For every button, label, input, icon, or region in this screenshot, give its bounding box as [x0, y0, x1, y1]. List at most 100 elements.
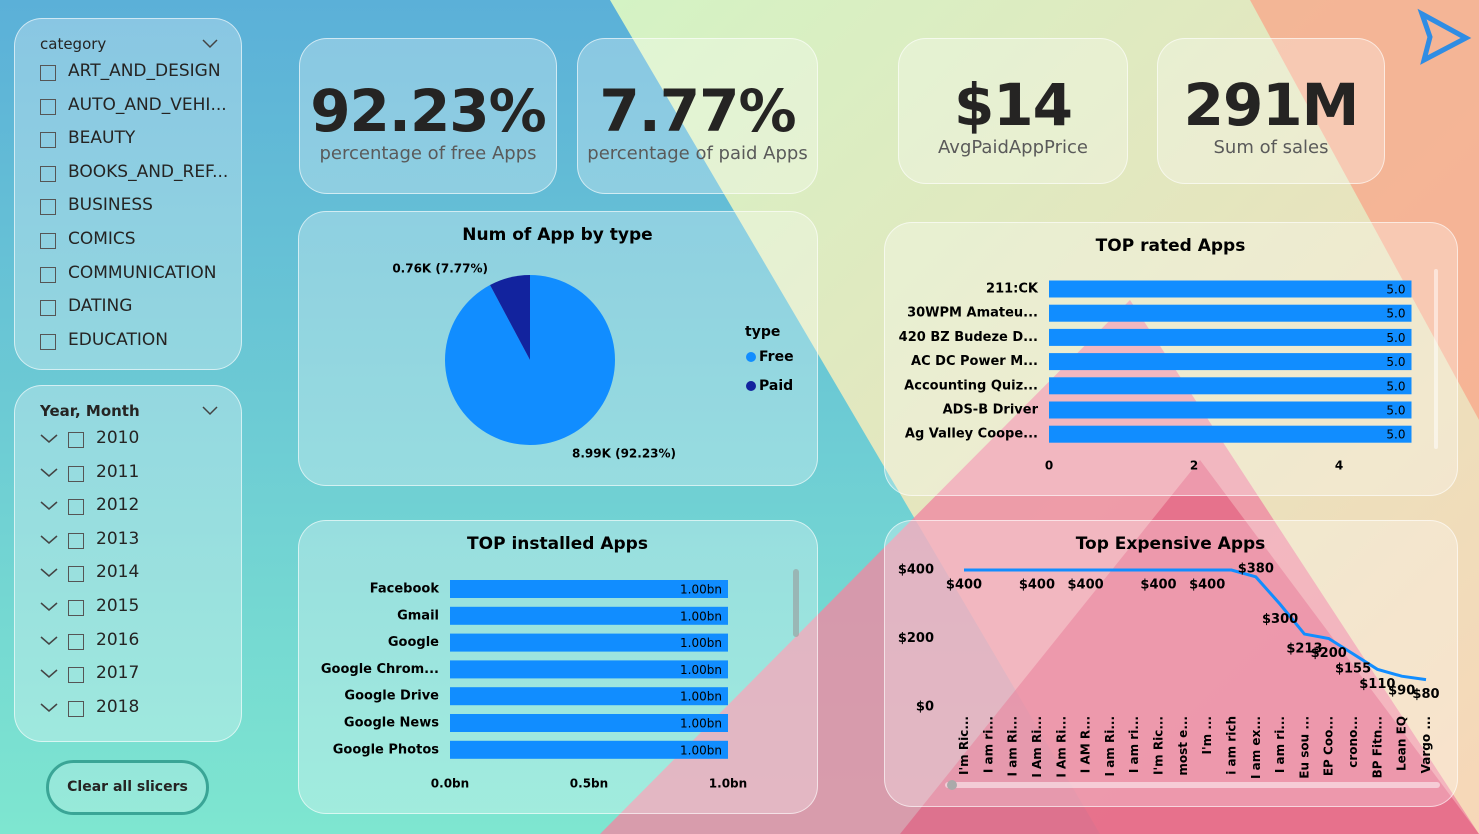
y-tick-label: AC DC Power M... [911, 354, 1038, 369]
bar [1049, 304, 1412, 322]
data-label: $90 [1388, 684, 1415, 699]
checkbox[interactable] [68, 566, 84, 583]
slicer-item[interactable]: 2011 [96, 461, 140, 482]
slicer-item[interactable]: AUTO_AND_VEHI... [68, 94, 227, 115]
data-label: 1.00bn [680, 743, 722, 757]
slicer-item[interactable]: 2013 [96, 528, 140, 549]
kpi-card: 92.23% percentage of free Apps [299, 38, 557, 194]
slicer-item[interactable]: COMMUNICATION [68, 262, 217, 283]
checkbox[interactable] [40, 266, 56, 283]
legend-swatch [746, 381, 756, 391]
checkbox[interactable] [68, 633, 84, 650]
data-label: 1.00bn [680, 690, 722, 704]
expand-chevron [40, 602, 58, 611]
x-tick-label: crono... [1346, 716, 1360, 768]
data-label: $400 [1067, 578, 1103, 593]
legend-title: type [745, 324, 780, 340]
checkbox[interactable] [40, 300, 56, 317]
bar [450, 633, 728, 652]
slicer-item[interactable]: 2014 [96, 562, 140, 583]
y-tick-label: Google Photos [333, 742, 439, 757]
slicer-item[interactable]: 2018 [96, 696, 140, 717]
slicer-item[interactable]: 2016 [96, 629, 140, 650]
bar [1049, 353, 1412, 371]
data-label: $200 [1311, 646, 1347, 661]
y-tick-label: Facebook [370, 582, 440, 597]
y-tick-label: Google Chrom... [321, 662, 439, 677]
slicer-item[interactable]: 2010 [96, 428, 140, 448]
kpi-card: 7.77% percentage of paid Apps [577, 38, 818, 194]
kpi-value: $14 [953, 71, 1073, 139]
checkbox[interactable] [40, 98, 56, 115]
slicer-item[interactable]: EDUCATION [68, 329, 168, 350]
expand-chevron [40, 535, 58, 544]
checkbox[interactable] [68, 600, 84, 616]
slicer-item[interactable]: BUSINESS [68, 195, 153, 216]
checkbox[interactable] [68, 432, 84, 448]
kpi-card: 291M Sum of sales [1157, 38, 1385, 184]
slicer-item[interactable]: 2017 [96, 663, 140, 684]
data-label: 0.76K (7.77%) [392, 262, 488, 276]
expand-chevron [40, 669, 58, 679]
bar [1049, 377, 1412, 395]
slicer-item[interactable]: BOOKS_AND_REF... [68, 161, 229, 182]
data-label: $400 [946, 578, 982, 593]
chevron [202, 406, 218, 416]
checkbox[interactable] [40, 132, 56, 149]
bar-chart: TOP rated Apps 0 2 4 211:CK 5.0 30WPM Amateu..… [899, 236, 1438, 473]
slicer-item[interactable]: ART_AND_DESIGN [68, 61, 221, 81]
checkbox[interactable] [68, 532, 84, 549]
slicer-item[interactable]: DATING [68, 296, 133, 317]
data-label: $80 [1412, 687, 1439, 702]
legend-label: Free [759, 349, 794, 365]
bar [450, 660, 728, 679]
data-label: $155 [1335, 661, 1371, 676]
legend-label: Paid [759, 378, 793, 394]
line-chart: Top Expensive Apps $0 $200 $400 I'm Ric... $4… [898, 534, 1440, 790]
x-tick-label: I am ri... [1127, 716, 1141, 773]
checkbox[interactable] [40, 333, 56, 350]
x-tick-label: Lean EQ [1395, 716, 1409, 771]
chart-title: TOP installed Apps [467, 534, 648, 554]
data-label: 1.00bn [680, 663, 722, 677]
checkbox[interactable] [68, 465, 84, 482]
clear-button[interactable]: Clear all slicers [46, 760, 209, 815]
slicer-item[interactable]: BEAUTY [68, 128, 136, 149]
data-label: 5.0 [1386, 404, 1405, 418]
chart-title: TOP rated Apps [1096, 236, 1246, 256]
data-label: 5.0 [1386, 307, 1405, 321]
x-tick-label: I'm Ric... [1152, 716, 1166, 775]
checkbox[interactable] [68, 499, 84, 516]
data-label: 5.0 [1386, 283, 1405, 297]
y-tick-label: Gmail [397, 608, 439, 623]
data-label: 5.0 [1386, 379, 1405, 393]
kpi-value: 92.23% [310, 77, 547, 145]
slicer-item[interactable]: 2012 [96, 495, 140, 516]
date-slicer[interactable]: Year, Month 2010 2011 2012 2013 2014 2015 2016 2… [14, 385, 242, 742]
slicer-item[interactable]: COMICS [68, 229, 136, 249]
expand-chevron [40, 568, 58, 578]
slicer-item[interactable]: 2015 [96, 596, 140, 616]
x-tick-label: 0 [1045, 459, 1053, 473]
expand-chevron [40, 468, 58, 477]
checkbox[interactable] [40, 233, 56, 249]
x-tick-label: I AM R... [1079, 716, 1093, 773]
chart-title: Num of App by type [462, 225, 652, 245]
checkbox[interactable] [68, 700, 84, 717]
checkbox[interactable] [40, 65, 56, 81]
x-tick-label: 4 [1335, 459, 1343, 473]
kpi-value: 7.77% [599, 77, 796, 145]
y-tick-label: 30WPM Amateu... [907, 306, 1038, 321]
bar [450, 714, 728, 732]
category-slicer[interactable]: category ART_AND_DESIGN AUTO_AND_VEHI... BE… [14, 18, 242, 370]
chart-title: Top Expensive Apps [1076, 534, 1266, 554]
y-tick-label: Accounting Quiz... [904, 378, 1038, 393]
checkbox[interactable] [68, 667, 84, 684]
checkbox[interactable] [40, 165, 56, 182]
x-tick-label: I am ri... [981, 716, 995, 773]
slicer-title: category [40, 35, 107, 53]
checkbox[interactable] [40, 199, 56, 216]
legend-swatch [746, 352, 756, 362]
chart-panel: Top Expensive Apps $0 $200 $400 I'm Ric... $4… [884, 520, 1458, 807]
data-label: 1.00bn [680, 636, 722, 650]
